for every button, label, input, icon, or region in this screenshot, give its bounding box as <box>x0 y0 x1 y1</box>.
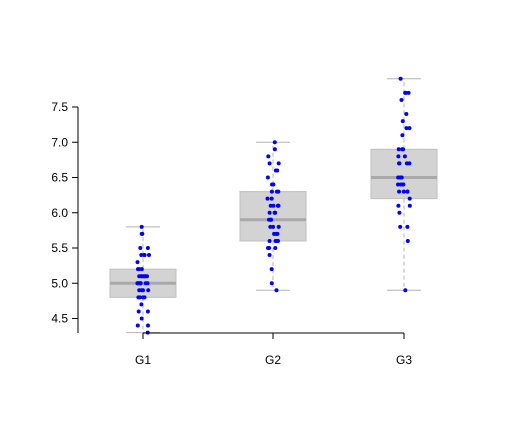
data-point <box>142 274 147 279</box>
data-point <box>404 126 409 131</box>
data-point <box>272 231 277 236</box>
data-point <box>269 281 274 286</box>
data-point <box>276 161 281 166</box>
data-point <box>405 189 410 194</box>
data-point <box>401 189 406 194</box>
data-point <box>403 288 408 293</box>
data-point <box>407 196 412 201</box>
data-point <box>139 253 144 257</box>
data-point <box>276 239 280 243</box>
data-point <box>275 168 280 173</box>
data-point <box>400 119 405 124</box>
data-point <box>267 161 272 166</box>
data-point <box>136 309 141 314</box>
data-point <box>138 246 143 250</box>
data-point <box>266 154 271 159</box>
data-point <box>269 189 274 194</box>
y-tick-label: 5.0 <box>51 276 68 290</box>
data-point <box>139 316 144 321</box>
data-point <box>397 161 402 166</box>
data-point <box>135 323 140 328</box>
data-point <box>268 224 273 229</box>
data-point <box>142 253 147 257</box>
data-point <box>139 302 144 307</box>
data-point <box>146 288 151 293</box>
data-point <box>272 147 277 152</box>
data-point <box>405 239 410 243</box>
y-tick-label: 6.5 <box>51 171 68 185</box>
data-point <box>400 133 405 138</box>
data-point <box>404 112 409 116</box>
x-tick-label-g1: G1 <box>135 353 151 367</box>
data-point <box>139 274 144 279</box>
data-point <box>265 175 270 180</box>
data-point <box>271 203 276 208</box>
data-point <box>137 281 142 286</box>
data-point <box>146 323 150 328</box>
data-point <box>398 76 403 81</box>
data-point <box>269 196 274 201</box>
x-tick-label-g3: G3 <box>396 353 412 367</box>
axes-layer: 4.5 5.0 5.5 6.0 6.5 7.0 7.5 G1 G2 G3 <box>51 100 412 367</box>
data-point <box>397 189 402 194</box>
data-point <box>139 267 144 272</box>
data-point <box>269 217 274 222</box>
data-point <box>403 90 408 95</box>
data-point <box>142 295 147 300</box>
y-tick-label: 7.5 <box>51 100 68 114</box>
data-point <box>265 196 270 201</box>
points-layer <box>135 76 412 335</box>
data-point <box>398 224 403 229</box>
y-tick-label: 4.5 <box>51 312 68 326</box>
data-point <box>407 161 412 166</box>
data-point <box>135 260 140 265</box>
data-point <box>396 154 401 159</box>
data-point <box>271 224 276 229</box>
data-point <box>140 231 145 236</box>
data-point <box>139 224 144 229</box>
box-g1 <box>109 226 177 334</box>
data-point <box>145 281 150 286</box>
data-point <box>405 224 410 229</box>
y-tick-label: 6.0 <box>51 206 68 220</box>
data-point <box>396 182 400 187</box>
x-tick-label-g2: G2 <box>265 353 281 367</box>
data-point <box>402 154 407 159</box>
data-point <box>147 253 151 257</box>
y-tick-label: 5.5 <box>51 241 68 255</box>
data-point <box>399 98 404 102</box>
data-point <box>267 253 272 257</box>
data-point <box>269 267 274 272</box>
data-point <box>136 295 141 300</box>
data-point <box>266 246 270 250</box>
data-point <box>399 175 403 180</box>
data-point <box>267 239 272 243</box>
data-point <box>270 182 274 187</box>
data-point <box>273 246 278 250</box>
data-point <box>401 147 406 152</box>
data-point <box>145 246 150 250</box>
data-point <box>145 309 150 314</box>
data-point <box>141 288 145 293</box>
data-point <box>273 210 278 215</box>
data-point <box>267 210 272 215</box>
data-point <box>396 203 401 208</box>
data-point <box>407 126 412 131</box>
data-point <box>396 147 401 152</box>
data-point <box>272 140 277 145</box>
data-point <box>274 189 279 194</box>
data-point <box>274 288 279 293</box>
data-point <box>407 203 412 208</box>
y-tick-label: 7.0 <box>51 135 68 149</box>
data-point <box>401 182 406 187</box>
data-point <box>137 288 142 293</box>
data-point <box>276 224 281 229</box>
data-point <box>276 203 281 208</box>
data-point <box>397 210 402 215</box>
